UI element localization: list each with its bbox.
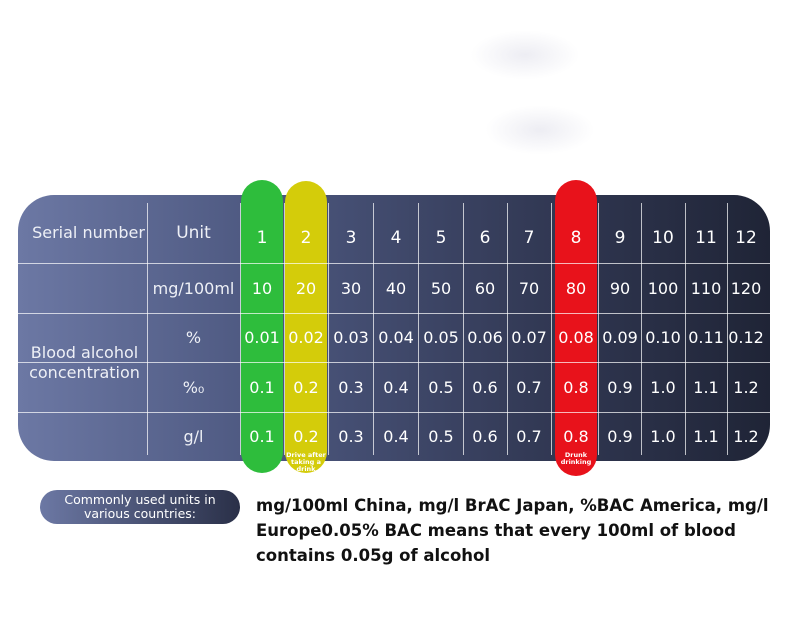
serial-number-4: 4 bbox=[390, 228, 402, 248]
table-cell: 120 bbox=[730, 278, 762, 298]
column-divider bbox=[685, 203, 686, 455]
table-cell: 0.05 bbox=[423, 328, 459, 347]
table-cell: 1.1 bbox=[693, 377, 719, 397]
table-cell: 1.0 bbox=[650, 377, 676, 397]
table-cell: 0.01 bbox=[244, 328, 280, 347]
table-cell: 0.8 bbox=[563, 427, 589, 446]
table-cell: 90 bbox=[609, 278, 631, 298]
table-cell: 0.03 bbox=[333, 328, 369, 347]
table-cell: 0.1 bbox=[249, 377, 275, 397]
column-divider bbox=[418, 203, 419, 455]
column-divider bbox=[373, 203, 374, 455]
table-cell: 1.2 bbox=[733, 377, 759, 397]
table-cell: 0.2 bbox=[293, 427, 319, 446]
table-cell: 0.11 bbox=[688, 328, 724, 347]
serial-number-header: Serial number bbox=[32, 223, 145, 242]
highlight-column-2 bbox=[285, 181, 327, 473]
table-cell: 0.7 bbox=[516, 377, 542, 397]
highlight-column-1 bbox=[241, 180, 283, 473]
column-divider bbox=[507, 203, 508, 455]
table-cell: 30 bbox=[340, 278, 362, 298]
background-glow-top bbox=[470, 30, 580, 80]
column-divider bbox=[328, 203, 329, 455]
serial-number-11: 11 bbox=[695, 228, 717, 248]
column-divider bbox=[598, 203, 599, 455]
table-cell: 0.10 bbox=[645, 328, 681, 347]
table-cell: 0.09 bbox=[602, 328, 638, 347]
serial-number-12: 12 bbox=[735, 228, 757, 248]
table-cell: 110 bbox=[690, 278, 722, 298]
table-cell: 0.02 bbox=[288, 328, 324, 347]
table-cell: 40 bbox=[385, 278, 407, 298]
column-divider bbox=[284, 203, 285, 455]
table-cell: 0.04 bbox=[378, 328, 414, 347]
serial-number-2: 2 bbox=[300, 228, 312, 248]
table-cell: 0.3 bbox=[338, 377, 364, 397]
serial-number-9: 9 bbox=[614, 228, 626, 248]
serial-number-3: 3 bbox=[345, 228, 357, 248]
table-cell: 60 bbox=[474, 278, 496, 298]
blood-alcohol-concentration-label: Blood alcohol concentration bbox=[29, 342, 140, 382]
column-divider bbox=[727, 203, 728, 455]
table-cell: 0.07 bbox=[511, 328, 547, 347]
column-divider bbox=[463, 203, 464, 455]
units-note-pill: Commonly used units in various countries… bbox=[40, 490, 240, 524]
table-cell: 0.1 bbox=[249, 427, 275, 446]
table-cell: 0.08 bbox=[558, 328, 594, 347]
table-cell: 50 bbox=[430, 278, 452, 298]
table-cell: 0.6 bbox=[472, 377, 498, 397]
row-divider bbox=[18, 412, 770, 413]
serial-number-8: 8 bbox=[570, 228, 582, 248]
table-cell: 0.5 bbox=[428, 377, 454, 397]
table-cell: 0.4 bbox=[383, 427, 409, 446]
column-divider bbox=[551, 203, 552, 455]
table-cell: 100 bbox=[647, 278, 679, 298]
table-cell: 0.6 bbox=[472, 427, 498, 446]
highlight-tag-column-8: Drunk drinking bbox=[560, 451, 592, 466]
table-cell: 0.7 bbox=[516, 427, 542, 446]
background-glow-bottom bbox=[485, 105, 595, 155]
column-divider bbox=[641, 203, 642, 455]
table-cell: 20 bbox=[295, 278, 317, 298]
table-cell: 0.12 bbox=[728, 328, 764, 347]
serial-number-5: 5 bbox=[435, 228, 447, 248]
table-cell: 0.3 bbox=[338, 427, 364, 446]
table-cell: 0.06 bbox=[467, 328, 503, 347]
highlight-column-8 bbox=[555, 180, 597, 476]
row-divider bbox=[18, 313, 770, 314]
serial-number-6: 6 bbox=[479, 228, 491, 248]
table-cell: 1.0 bbox=[650, 427, 676, 446]
table-cell: 0.2 bbox=[293, 377, 319, 397]
table-cell: 1.2 bbox=[733, 427, 759, 446]
unit-label-row-4: g/l bbox=[183, 427, 204, 446]
table-panel bbox=[18, 195, 770, 461]
table-cell: 0.9 bbox=[607, 377, 633, 397]
units-note-text: mg/100ml China, mg/l BrAC Japan, %BAC Am… bbox=[256, 496, 769, 565]
row-divider bbox=[18, 362, 770, 363]
table-cell: 0.5 bbox=[428, 427, 454, 446]
table-cell: 1.1 bbox=[693, 427, 719, 446]
column-divider bbox=[240, 203, 241, 455]
table-cell: 0.4 bbox=[383, 377, 409, 397]
column-divider bbox=[147, 203, 148, 455]
table-cell: 70 bbox=[518, 278, 540, 298]
unit-label-row-1: mg/100ml bbox=[152, 278, 235, 298]
table-cell: 10 bbox=[251, 278, 273, 298]
table-cell: 0.8 bbox=[563, 377, 589, 397]
table-cell: 0.9 bbox=[607, 427, 633, 446]
table-cell: 80 bbox=[565, 278, 587, 298]
unit-label-row-2: % bbox=[185, 328, 202, 347]
unit-label-row-3: %₀ bbox=[182, 377, 205, 397]
serial-number-7: 7 bbox=[523, 228, 535, 248]
serial-number-1: 1 bbox=[256, 228, 268, 248]
unit-header: Unit bbox=[176, 223, 211, 243]
row-divider bbox=[18, 263, 770, 264]
highlight-tag-column-2: Drive after taking a drink bbox=[286, 451, 326, 473]
serial-number-10: 10 bbox=[652, 228, 674, 248]
